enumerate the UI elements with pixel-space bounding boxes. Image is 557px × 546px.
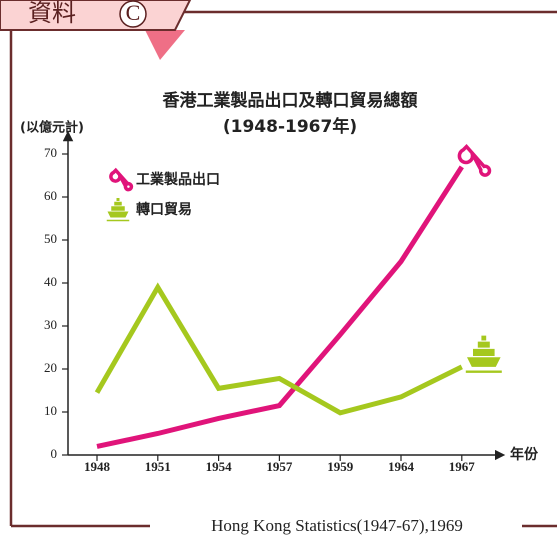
chart-title: 香港工業製品出口及轉口貿易總額 bbox=[163, 90, 418, 111]
y-tick-label: 0 bbox=[51, 446, 58, 461]
tab-label: 資料 bbox=[28, 0, 76, 27]
x-tick-label: 1948 bbox=[84, 459, 111, 474]
y-tick-label: 30 bbox=[44, 317, 57, 332]
y-tick-label: 20 bbox=[44, 360, 57, 375]
x-tick-label: 1954 bbox=[206, 459, 233, 474]
tab-pointer bbox=[145, 30, 185, 60]
wrench-icon bbox=[109, 167, 134, 192]
tab-letter: C bbox=[126, 0, 141, 25]
x-tick-label: 1964 bbox=[388, 459, 415, 474]
y-tick-label: 60 bbox=[44, 188, 57, 203]
series-line bbox=[96, 165, 464, 449]
x-tick-label: 1959 bbox=[327, 459, 354, 474]
ship-icon bbox=[465, 335, 502, 373]
ship-icon bbox=[106, 198, 130, 222]
x-tick-label: 1967 bbox=[449, 459, 476, 474]
y-tick-label: 70 bbox=[44, 145, 57, 160]
legend-label: 轉口貿易 bbox=[136, 201, 192, 218]
y-axis-label: (以億元計) bbox=[20, 120, 84, 136]
y-tick-label: 10 bbox=[44, 403, 57, 418]
series-line bbox=[94, 282, 463, 416]
x-axis-label: 年份 bbox=[510, 446, 539, 463]
legend-label: 工業製品出口 bbox=[136, 171, 220, 188]
x-tick-label: 1951 bbox=[145, 459, 171, 474]
source: Hong Kong Statistics(1947-67),1969 bbox=[211, 516, 463, 535]
wrench-icon bbox=[457, 144, 492, 177]
chart-subtitle: (1948-1967年) bbox=[223, 116, 357, 137]
frame bbox=[9, 10, 557, 528]
y-tick-label: 50 bbox=[44, 231, 57, 246]
y-tick-label: 40 bbox=[44, 274, 57, 289]
tab-letter-circle bbox=[119, 0, 147, 28]
x-tick-label: 1957 bbox=[266, 459, 293, 474]
